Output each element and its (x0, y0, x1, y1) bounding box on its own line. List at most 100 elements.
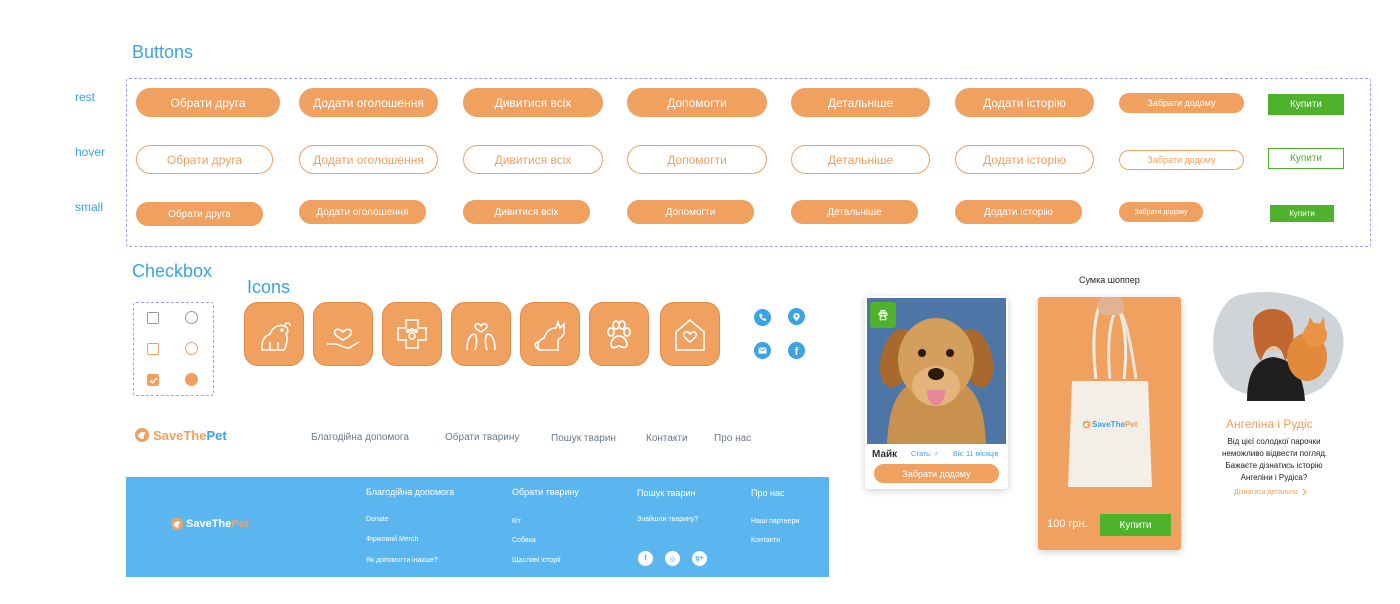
story-text-line-1: Від цієї солодкої парочки (1227, 437, 1321, 446)
logo-text-a: SaveThe (153, 427, 207, 443)
pet-age: Вік: 11 місяців (953, 451, 999, 458)
phone-icon[interactable] (754, 309, 771, 326)
help-button-hover[interactable]: Допомогти (627, 145, 767, 174)
nav-charity[interactable]: Благодійна допомога (311, 432, 409, 443)
row-label-hover: hover (75, 145, 106, 159)
pet-name: Майк (872, 449, 898, 460)
choose-friend-button-hover[interactable]: Обрати друга (136, 145, 273, 174)
story-link-label: Дізнатися детально (1234, 488, 1298, 496)
radio-default[interactable] (185, 311, 198, 324)
add-listing-button[interactable]: Додати оголошення (299, 88, 438, 117)
add-story-button-small[interactable]: Додати історію (955, 200, 1082, 224)
dog-icon (244, 302, 304, 366)
footer-instagram-icon[interactable]: ◎ (665, 551, 680, 566)
checkmark-icon (149, 377, 157, 384)
footer-link-help-other[interactable]: Як допомогти інакше? (366, 557, 438, 564)
story-link[interactable]: Дізнатися детально (1234, 488, 1308, 496)
checkbox-section-title: Checkbox (132, 261, 213, 281)
story-title: Ангеліна і Рудіс (1226, 417, 1313, 431)
help-button-small[interactable]: Допомогти (627, 200, 754, 224)
footer-logo-text-b: Pet (231, 518, 249, 530)
help-button[interactable]: Допомогти (627, 88, 767, 117)
details-button-hover[interactable]: Детальніше (791, 145, 930, 174)
radio-checked[interactable] (185, 373, 198, 386)
footer-col4-title: Про нас (751, 488, 785, 498)
chevron-right-icon (1302, 488, 1307, 496)
footer-link-found-pet[interactable]: Знайшли тварину? (637, 516, 699, 523)
footer-link-cat[interactable]: Кіт (512, 518, 521, 525)
details-button[interactable]: Детальніше (791, 88, 930, 117)
heart-hand-icon (313, 302, 373, 366)
story-text-line-4: Ангеліни і Рудіса? (1240, 473, 1308, 482)
pet-card[interactable]: Майк Стать: ♂ Вік: 11 місяців Забрати до… (865, 296, 1008, 489)
merch-price: 100 грн. (1047, 518, 1088, 530)
checkbox-default[interactable] (147, 312, 159, 324)
cat-icon (520, 302, 580, 366)
buttons-section-title: Buttons (132, 42, 194, 62)
paw-badge-icon (870, 302, 896, 328)
nav-search-pets[interactable]: Пошук тварин (551, 433, 616, 444)
checkbox-checked[interactable] (147, 374, 159, 386)
footer-link-donate[interactable]: Donate (366, 516, 389, 523)
bag-logo-text-b: Pet (1124, 420, 1138, 429)
logo-icon (135, 428, 149, 442)
facebook-icon[interactable]: f (788, 342, 805, 359)
view-all-button-hover[interactable]: Дивитися всіх (463, 145, 603, 174)
merch-buy-button[interactable]: Купити (1100, 514, 1171, 536)
buy-button[interactable]: Купити (1268, 94, 1344, 115)
details-button-small[interactable]: Детальніше (791, 200, 918, 224)
footer-link-stories[interactable]: Щасливі історії (512, 557, 561, 564)
email-icon[interactable] (754, 342, 771, 359)
buy-button-small[interactable]: Купити (1270, 205, 1334, 222)
footer-link-contacts[interactable]: Контакти (751, 537, 781, 544)
merch-card[interactable]: SaveThe Pet 100 грн. Купити (1038, 297, 1181, 550)
paw-icon (589, 302, 649, 366)
row-label-small: small (75, 200, 104, 214)
footer-link-dog[interactable]: Собака (512, 537, 536, 544)
row-label-rest: rest (75, 90, 96, 104)
footer-col2-title: Обрати тварину (512, 487, 579, 497)
nav-contacts[interactable]: Контакти (646, 433, 688, 444)
footer-google-plus-icon[interactable]: g+ (692, 551, 707, 566)
icons-section-title: Icons (247, 277, 291, 297)
pet-photo (867, 298, 1006, 444)
nav-choose-pet[interactable]: Обрати тварину (445, 432, 520, 443)
header-logo[interactable]: SaveThe Pet (134, 427, 227, 443)
footer-logo-icon (170, 517, 184, 531)
merch-title: Сумка шоппер (1079, 275, 1140, 285)
pet-sex: Стать: ♂ (911, 451, 939, 458)
choose-friend-button[interactable]: Обрати друга (136, 88, 280, 117)
add-listing-button-hover[interactable]: Додати оголошення (299, 145, 438, 174)
view-all-button-small[interactable]: Дивитися всіх (463, 200, 590, 224)
checkbox-container (133, 302, 214, 396)
vet-cross-icon (382, 302, 442, 366)
pet-take-home-button[interactable]: Забрати додому (874, 464, 999, 483)
footer-logo[interactable]: SaveThe Pet (170, 517, 248, 531)
footer-logo-text-a: SaveThe (186, 518, 232, 530)
choose-friend-button-small[interactable]: Обрати друга (136, 202, 263, 226)
story-text-line-2: неможливо відвести погляд. (1222, 449, 1328, 458)
add-listing-button-small[interactable]: Додати оголошення (299, 200, 426, 224)
location-icon[interactable] (788, 308, 805, 325)
bag-logo: SaveThe Pet (1082, 420, 1137, 429)
footer-facebook-icon[interactable]: f (638, 551, 653, 566)
footer-link-merch[interactable]: Фірмовий Merch (366, 536, 419, 543)
add-story-button-hover[interactable]: Додати історію (955, 145, 1094, 174)
footer-col3-title: Пошук тварин (637, 488, 696, 498)
heart-house-icon (660, 302, 720, 366)
view-all-button[interactable]: Дивитися всіх (463, 88, 603, 117)
add-story-button[interactable]: Додати історію (955, 88, 1094, 117)
nav-about[interactable]: Про нас (714, 433, 752, 444)
radio-hover[interactable] (185, 342, 198, 355)
story-photo (1213, 291, 1344, 401)
tote-bag-image (1068, 297, 1152, 487)
take-home-button-hover[interactable]: Забрати додому (1119, 150, 1244, 170)
buy-button-hover[interactable]: Купити (1268, 148, 1344, 169)
bag-logo-icon (1082, 420, 1091, 429)
take-home-button-small[interactable]: Забрати додому (1119, 202, 1203, 222)
buttons-container (126, 78, 1371, 247)
pet-love-icon (451, 302, 511, 366)
checkbox-hover[interactable] (147, 343, 159, 355)
take-home-button[interactable]: Забрати додому (1119, 93, 1244, 113)
footer-link-partners[interactable]: Наші партнери (751, 518, 800, 525)
